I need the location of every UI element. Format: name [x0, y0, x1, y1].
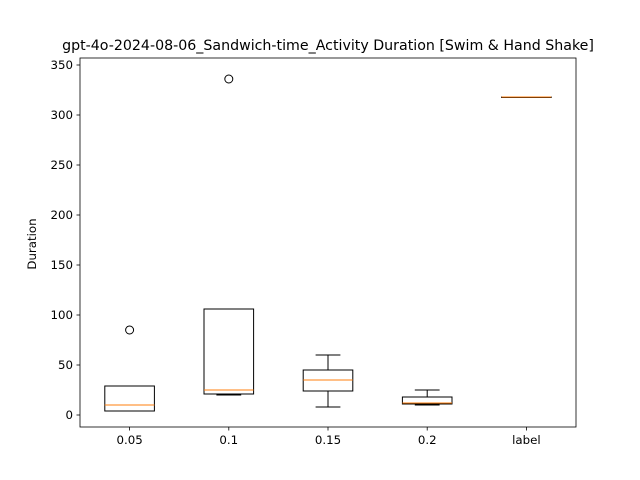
x-tick-label: 0.2: [418, 433, 437, 447]
y-tick-label: 50: [58, 358, 73, 372]
x-tick-label: 0.1: [219, 433, 238, 447]
plot-area: 0 50 100 150 200 250 300 350 0.05 0.1 0.15 0.2 label: [50, 58, 552, 447]
y-axis-label: Duration: [25, 218, 39, 269]
y-tick-label: 100: [50, 308, 73, 322]
box-iqr: [203, 308, 255, 395]
outlier-point: [125, 325, 135, 335]
outlier-point: [224, 74, 234, 84]
y-tick-label: 250: [50, 158, 73, 172]
box-iqr: [401, 396, 453, 405]
box-iqr: [104, 385, 155, 412]
axes-frame: [79, 57, 577, 428]
chart-title: gpt-4o-2024-08-06_Sandwich-time_Activity…: [62, 38, 594, 54]
y-tick-label: 200: [50, 208, 73, 222]
x-tick-label: 0.05: [116, 433, 142, 447]
y-tick-label: 150: [50, 258, 73, 272]
y-tick-label: 350: [50, 58, 73, 72]
x-tick-label: label: [512, 433, 541, 447]
y-tick-label: 0: [65, 408, 73, 422]
y-tick-label: 300: [50, 108, 73, 122]
x-tick-label: 0.15: [315, 433, 341, 447]
